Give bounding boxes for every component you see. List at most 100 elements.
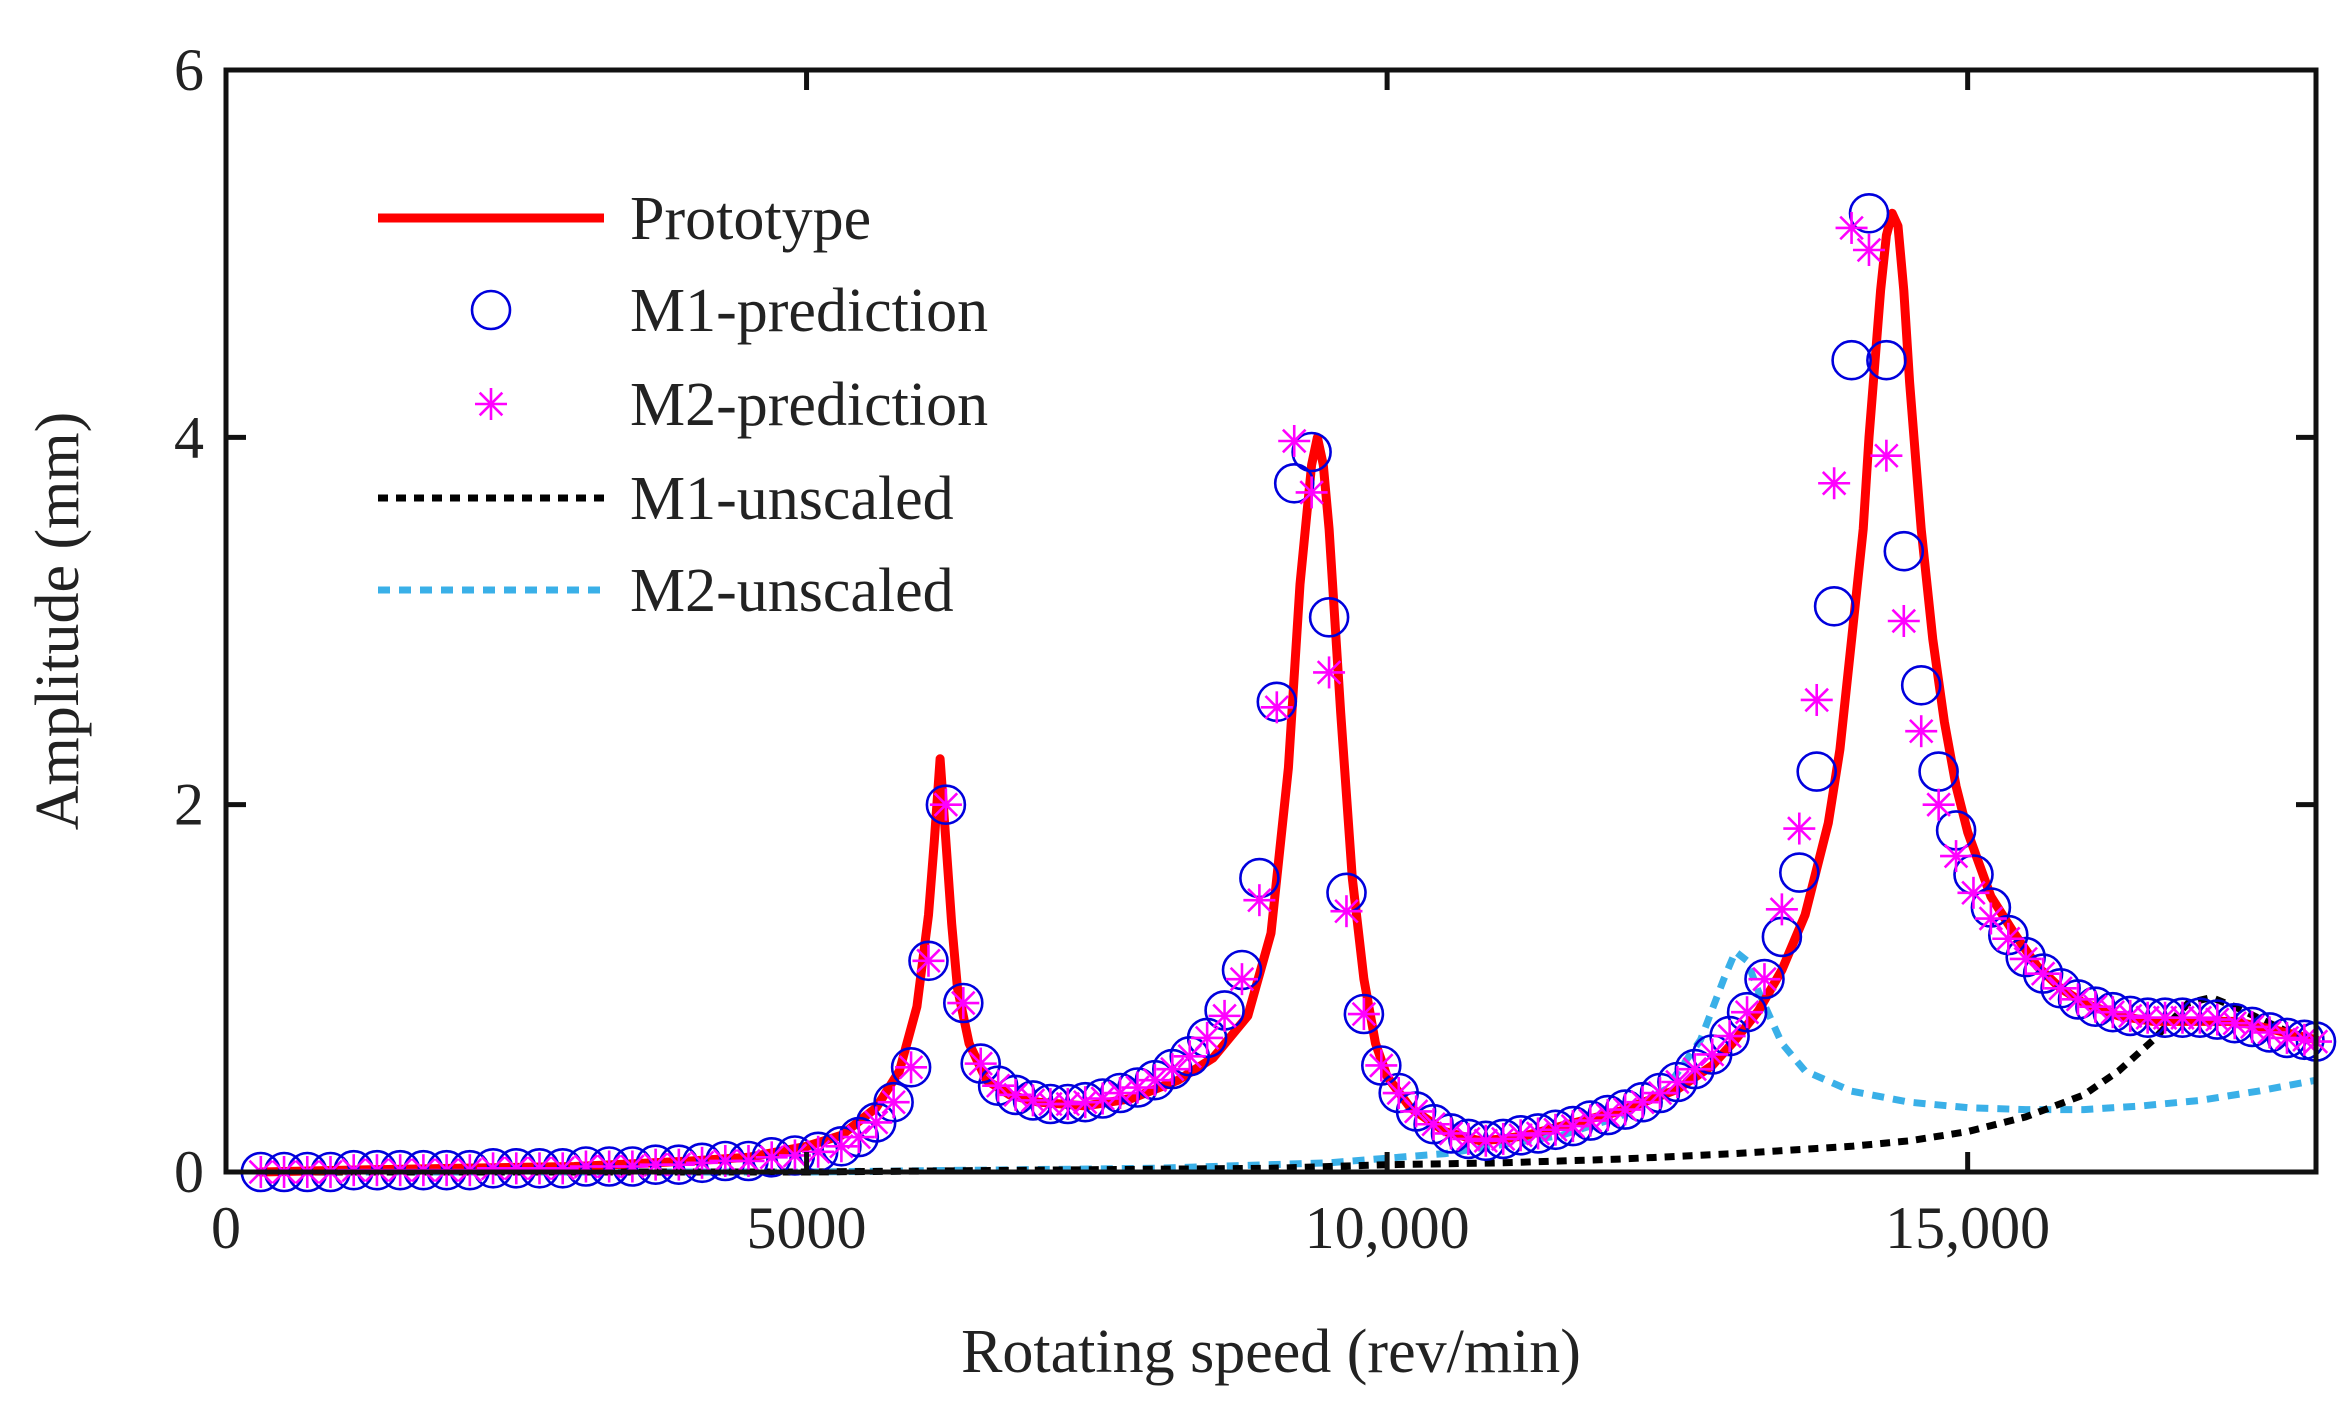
m1-prediction-point [960, 1043, 1002, 1084]
series-line-m1-unscaled [260, 993, 2318, 1176]
m2-prediction-point [1992, 922, 2025, 955]
m2-prediction-point [1957, 876, 1990, 909]
m2-prediction-point [2027, 957, 2060, 990]
m2-prediction-point [912, 944, 945, 977]
m2-prediction-point [982, 1069, 1015, 1102]
m1-prediction-point [1604, 1089, 1646, 1130]
m1-prediction-point [1430, 1113, 1472, 1154]
m1-prediction-point [873, 1081, 914, 1123]
m2-prediction-point [802, 1135, 835, 1168]
m1-prediction-point [908, 940, 949, 982]
y-tick-label: 6 [174, 37, 204, 103]
ticks-layer: 0 5000 10,000 15,000 0 2 4 6 [174, 37, 2316, 1261]
m1-prediction-point [925, 784, 967, 826]
m2-prediction-point [662, 1148, 695, 1181]
m2-prediction-point [1452, 1122, 1485, 1155]
legend-label-prototype: Prototype [630, 185, 871, 253]
m2-prediction-point [755, 1141, 788, 1174]
m1-prediction-point [1831, 339, 1872, 381]
m1-prediction-point [1273, 462, 1315, 504]
m2-prediction-point [1643, 1077, 1676, 1110]
m1-prediction-point [1796, 751, 1837, 792]
m2-prediction-point [825, 1130, 858, 1163]
m2-prediction-point [1208, 999, 1241, 1032]
m1-prediction-point [1587, 1094, 1628, 1136]
m2-prediction-point [1731, 996, 1764, 1029]
m1-prediction-point [1117, 1067, 1158, 1108]
m2-prediction-point [616, 1150, 649, 1183]
m2-prediction-point [1922, 788, 1955, 821]
m2-prediction-point [2270, 1021, 2303, 1054]
m2-prediction-point [1417, 1108, 1450, 1141]
legend-label-m1-unscaled: M1-unscaled [630, 465, 954, 533]
x-tick-label: 10,000 [1305, 1195, 1470, 1261]
m2-prediction-point [877, 1086, 910, 1119]
m2-prediction-point [1086, 1082, 1119, 1115]
m2-prediction-point [1748, 963, 1781, 996]
x-axis-label: Rotating speed (rev/min) [961, 1318, 1581, 1386]
m1-prediction-point [1343, 993, 1385, 1035]
y-tick-label: 0 [174, 1139, 204, 1205]
m1-prediction-point [1883, 530, 1925, 572]
m2-prediction-point [1783, 812, 1816, 845]
m2-prediction-point [964, 1047, 997, 1080]
legend-label-m1-prediction: M1-prediction [630, 277, 988, 345]
m2-prediction-point [1800, 683, 1833, 716]
m1-prediction-point [2005, 936, 2046, 978]
m2-prediction-point [1365, 1049, 1398, 1082]
m2-prediction-point [1678, 1053, 1711, 1086]
m2-prediction-point [1225, 963, 1258, 996]
m1-prediction-point [681, 1142, 723, 1184]
m2-prediction-point [1400, 1095, 1433, 1128]
m2-prediction-point [1661, 1066, 1694, 1099]
m2-prediction-point [1626, 1086, 1659, 1119]
m2-prediction-point [1504, 1119, 1537, 1152]
m2-prediction-point [1870, 439, 1903, 472]
m1-prediction-point [1779, 852, 1820, 893]
m2-prediction-point [1051, 1088, 1084, 1121]
m1-prediction-point [1813, 585, 1855, 627]
m2-prediction-point [860, 1106, 893, 1139]
m2-prediction-point [1905, 715, 1938, 748]
m2-prediction-point [842, 1121, 875, 1154]
m2-prediction-point [2009, 942, 2042, 975]
m1-prediction-point [1866, 339, 1907, 381]
legend-label-m2-unscaled: M2-unscaled [630, 557, 954, 625]
legend-symbol-m2-prediction [475, 388, 507, 420]
m1-prediction-point [1099, 1072, 1141, 1114]
m1-prediction-point [1012, 1080, 1054, 1121]
m2-prediction-point [1887, 605, 1920, 637]
m2-prediction-point [1574, 1104, 1607, 1137]
x-tick-label: 0 [211, 1195, 241, 1261]
x-tick-label: 5000 [747, 1195, 867, 1261]
series-line-prototype [256, 208, 2321, 1177]
m1-prediction-point [1900, 664, 1942, 706]
m2-prediction-point [2253, 1016, 2286, 1049]
m2-prediction-point [1260, 691, 1293, 724]
m1-prediction-point [942, 982, 984, 1024]
m2-prediction-point [1347, 998, 1380, 1031]
m2-prediction-point [523, 1152, 556, 1185]
m1-prediction-point [1848, 193, 1890, 234]
m1-prediction-point [2092, 991, 2134, 1033]
m2-prediction-point [1765, 893, 1798, 926]
m1-prediction-point [1308, 596, 1350, 638]
m2-prediction-point [947, 987, 980, 1020]
m2-prediction-point [1243, 884, 1276, 917]
y-tick-label: 4 [174, 404, 204, 470]
series-m1-prediction [240, 193, 2337, 1193]
m2-prediction-point [895, 1051, 928, 1084]
legend-label-m2-prediction: M2-prediction [630, 371, 988, 439]
y-tick-label: 2 [174, 772, 204, 838]
m2-prediction-point [1818, 467, 1851, 500]
m2-prediction-point [1940, 840, 1973, 873]
m2-prediction-point [1156, 1053, 1189, 1086]
m2-prediction-point [2183, 1001, 2216, 1034]
m2-prediction-point [1313, 656, 1346, 689]
legend-symbol-m1-prediction [470, 289, 512, 331]
m1-prediction-point [1291, 431, 1332, 473]
m2-prediction-point [1330, 895, 1363, 928]
m1-prediction-point [1726, 991, 1768, 1033]
m2-prediction-point [1138, 1064, 1171, 1097]
